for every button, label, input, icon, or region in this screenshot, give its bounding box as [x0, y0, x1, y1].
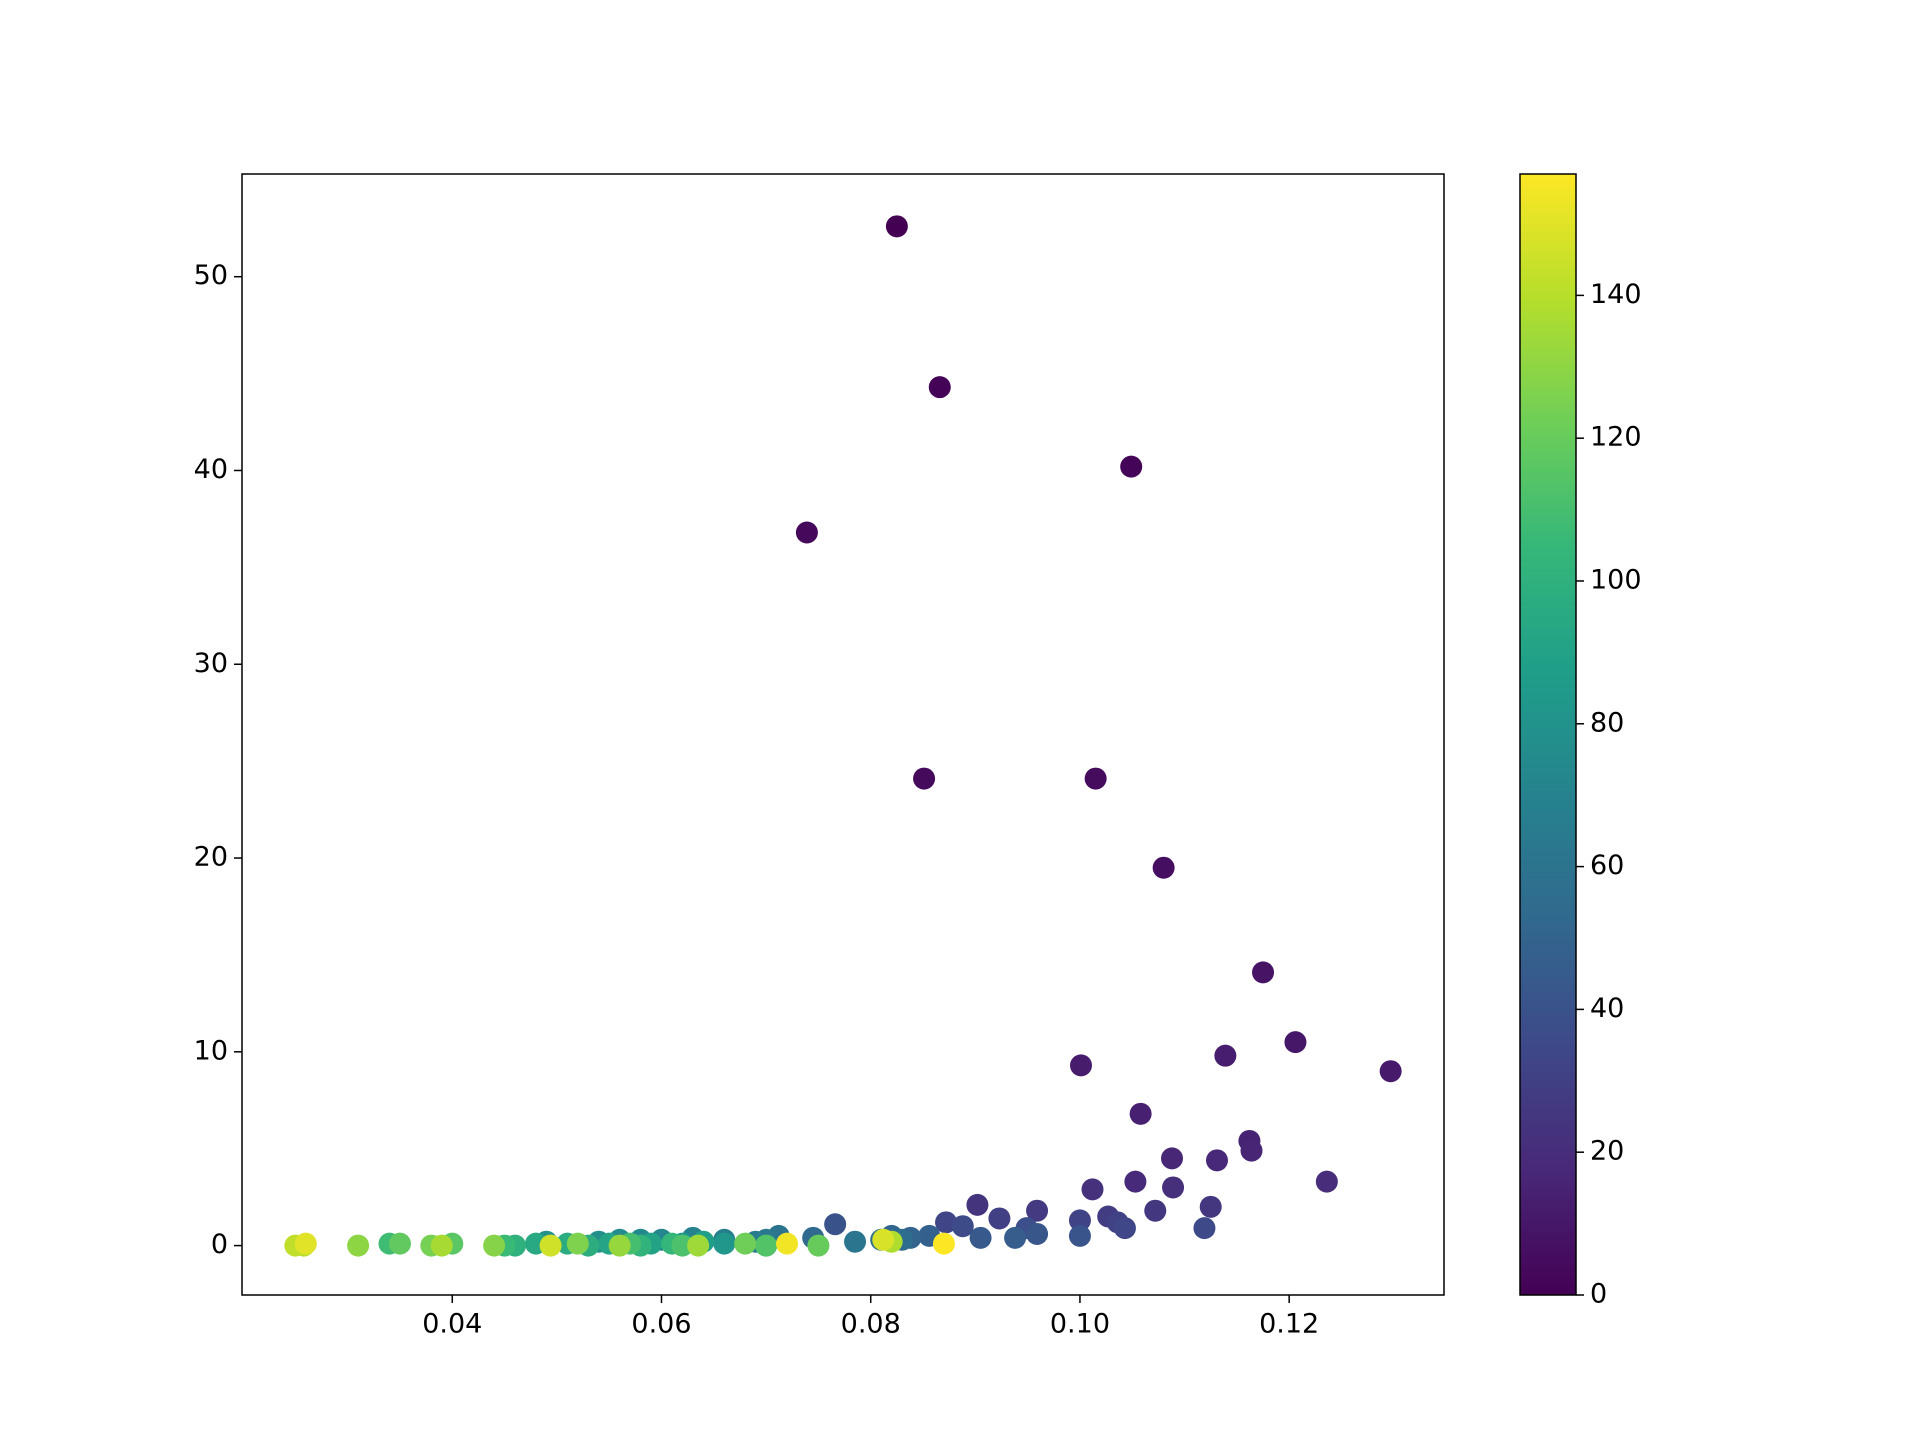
colorbar-tick-label: 80 — [1590, 707, 1624, 738]
point — [1026, 1222, 1049, 1245]
x-tick-label: 0.12 — [1259, 1309, 1319, 1340]
point — [1284, 1031, 1307, 1054]
y-tick-label: 0 — [211, 1229, 228, 1260]
point — [1144, 1199, 1167, 1222]
point — [1113, 1217, 1136, 1240]
point — [824, 1213, 847, 1236]
point — [885, 215, 908, 238]
colorbar-tick-label: 40 — [1590, 993, 1624, 1024]
point — [1069, 1054, 1092, 1077]
point — [988, 1207, 1011, 1230]
y-tick-label: 50 — [194, 260, 228, 291]
colorbar-tick-label: 120 — [1590, 422, 1642, 453]
point — [1205, 1149, 1228, 1172]
point — [1162, 1176, 1185, 1199]
point — [1068, 1209, 1091, 1232]
point — [1193, 1217, 1216, 1240]
point — [1068, 1224, 1091, 1247]
x-tick-label: 0.08 — [841, 1309, 901, 1340]
point — [1379, 1060, 1402, 1083]
point — [1152, 856, 1175, 879]
point — [1081, 1178, 1104, 1201]
colorbar — [1519, 173, 1577, 1296]
point — [966, 1193, 989, 1216]
point — [755, 1234, 778, 1257]
point — [687, 1234, 710, 1257]
point — [935, 1211, 958, 1234]
point — [1252, 961, 1275, 984]
point — [539, 1234, 562, 1257]
point — [671, 1234, 694, 1257]
point — [1004, 1226, 1027, 1249]
point — [566, 1232, 589, 1255]
y-tick-label: 40 — [194, 454, 228, 485]
point — [928, 376, 951, 399]
point — [608, 1234, 631, 1257]
point — [872, 1228, 895, 1251]
point — [1240, 1139, 1263, 1162]
point — [795, 521, 818, 544]
point — [844, 1230, 867, 1253]
colorbar-tick-label: 0 — [1590, 1279, 1607, 1310]
point — [1214, 1044, 1237, 1067]
point — [347, 1234, 370, 1257]
point — [969, 1226, 992, 1249]
x-tick-label: 0.06 — [631, 1309, 691, 1340]
point — [1199, 1195, 1222, 1218]
x-tick-label: 0.04 — [422, 1309, 482, 1340]
y-tick-label: 20 — [194, 842, 228, 873]
plot-area — [284, 215, 1402, 1257]
point — [1026, 1199, 1049, 1222]
point — [807, 1234, 830, 1257]
point — [1084, 767, 1107, 790]
colorbar-tick-label: 140 — [1590, 279, 1642, 310]
point — [713, 1232, 736, 1255]
y-tick-label: 30 — [194, 648, 228, 679]
point — [388, 1232, 411, 1255]
axes-frame — [241, 173, 1445, 1296]
point — [1315, 1170, 1338, 1193]
point — [951, 1215, 974, 1238]
point — [1120, 455, 1143, 478]
point — [734, 1232, 757, 1255]
point — [294, 1232, 317, 1255]
point — [913, 767, 936, 790]
point — [483, 1234, 506, 1257]
point — [1124, 1170, 1147, 1193]
colorbar-tick-label: 20 — [1590, 1136, 1624, 1167]
colorbar-tick-label: 60 — [1590, 850, 1624, 881]
y-tick-label: 10 — [194, 1035, 228, 1066]
point — [776, 1232, 799, 1255]
point — [932, 1232, 955, 1255]
point — [430, 1234, 453, 1257]
x-tick-label: 0.10 — [1050, 1309, 1110, 1340]
point — [1161, 1147, 1184, 1170]
point — [1129, 1102, 1152, 1125]
colorbar-tick-label: 100 — [1590, 564, 1642, 595]
